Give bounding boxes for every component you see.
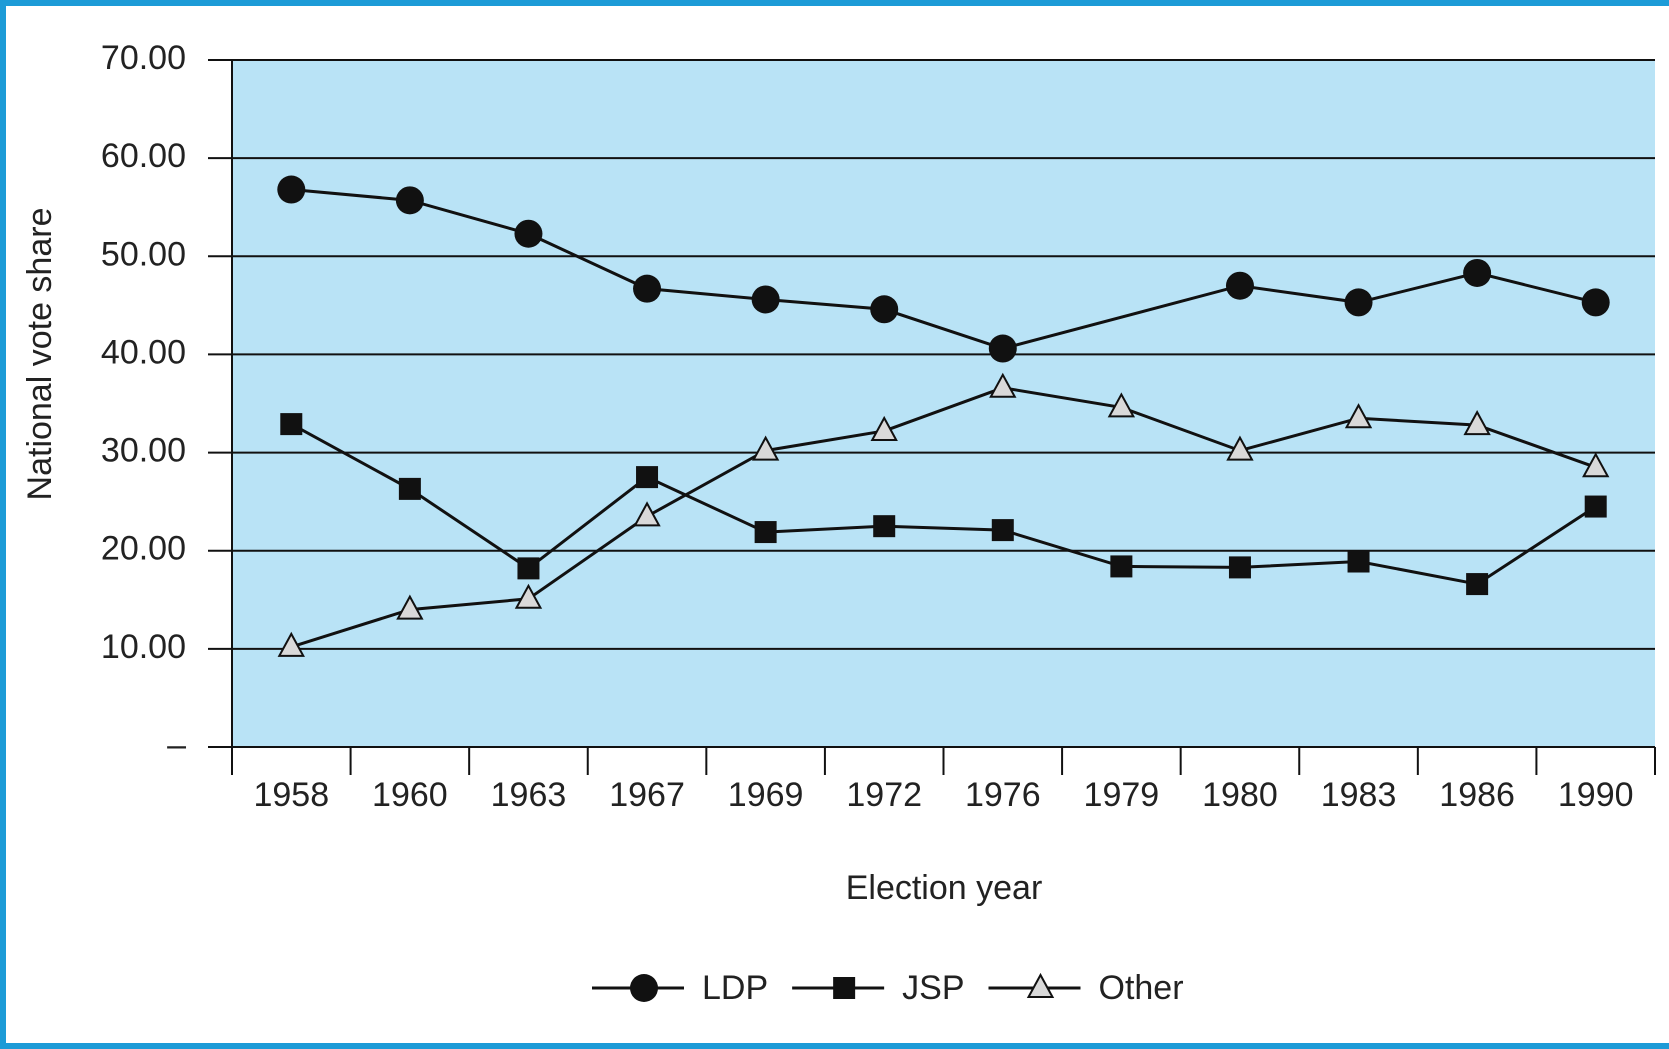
x-tick-label: 1976 [965,776,1041,814]
marker-circle [751,285,780,314]
marker-triangle [751,435,780,461]
y-axis-label: National vote share [21,208,59,501]
marker-triangle [1344,403,1373,429]
marker-triangle [277,631,305,657]
x-tick-label: 1979 [1084,776,1160,814]
legend-label: LDP [702,969,768,1007]
series-line [290,386,1597,649]
x-tick-label: 1983 [1321,776,1397,814]
x-tick-label: 1967 [609,776,685,814]
x-tick-label: 1980 [1202,776,1278,814]
marker-square [1228,556,1251,579]
y-tick-label: 30.00 [101,432,186,470]
marker-triangle [1107,392,1136,418]
marker-square [873,515,896,538]
marker-triangle [989,372,1017,398]
marker-square [754,521,777,544]
marker-triangle [1026,972,1055,998]
x-tick-label: 1990 [1558,776,1634,814]
x-tick-label: 1969 [728,776,804,814]
marker-square [1110,555,1133,578]
marker-circle [1581,288,1610,317]
marker-circle [870,295,899,324]
marker-square [636,466,659,489]
marker-triangle [1463,410,1491,436]
marker-triangle [396,594,424,620]
marker-square [833,977,856,999]
marker-circle [277,175,306,204]
marker-circle [630,974,658,1002]
marker-square [517,557,540,580]
y-tick-label: 70.00 [101,39,186,77]
x-tick-label: 1960 [372,776,448,814]
marker-square [398,477,421,500]
y-tick-label: 20.00 [101,530,186,568]
plot-area [232,60,1655,747]
marker-circle [395,186,424,215]
marker-circle [1344,288,1373,317]
marker-circle [988,334,1017,363]
legend-label: JSP [902,969,964,1007]
marker-circle [633,274,662,303]
marker-triangle [1226,435,1254,461]
marker-circle [1225,271,1254,300]
y-tick-label: – [167,726,186,764]
y-tick-label: 40.00 [101,333,186,371]
x-tick-label: 1963 [491,776,567,814]
series-line [290,422,1597,586]
marker-triangle [1582,452,1610,478]
y-tick-label: 50.00 [101,235,186,273]
marker-square [1347,550,1370,573]
x-tick-label: 1958 [253,776,329,814]
marker-square [1466,573,1489,596]
marker-triangle [514,583,543,609]
x-axis-label: Election year [846,869,1043,907]
x-tick-label: 1986 [1439,776,1515,814]
marker-circle [1463,258,1492,287]
x-tick-label: 1972 [846,776,922,814]
y-tick-label: 60.00 [101,137,186,175]
marker-square [991,519,1014,542]
marker-square [1584,495,1607,518]
marker-triangle [633,501,661,527]
legend-label: Other [1099,969,1184,1007]
marker-circle [514,219,543,248]
marker-square [280,413,303,436]
y-tick-label: 10.00 [101,628,186,666]
marker-triangle [870,415,898,441]
